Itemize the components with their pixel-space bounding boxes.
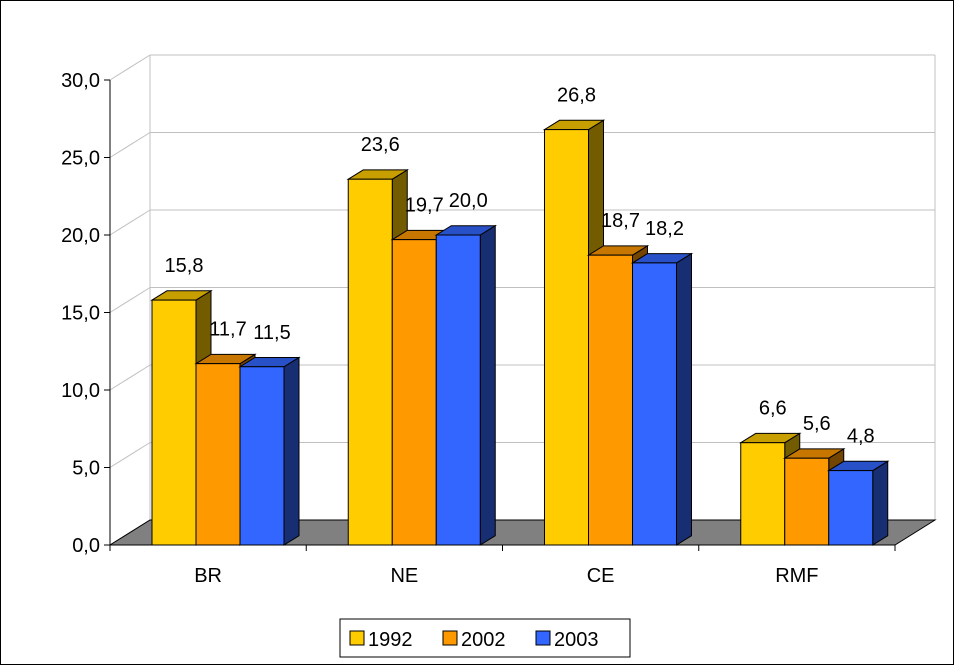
y-tick-label: 25,0	[61, 148, 100, 170]
bar-side	[479, 224, 496, 546]
bar	[238, 356, 301, 546]
bar	[630, 252, 694, 546]
bar-front	[391, 239, 437, 546]
gridline-side	[109, 364, 151, 391]
legend-swatch	[535, 630, 551, 646]
bar-front	[828, 470, 874, 546]
y-tick-label: 10,0	[61, 380, 100, 402]
data-label: 23,6	[361, 134, 400, 156]
bar-front	[588, 254, 633, 546]
x-tick-label: NE	[390, 565, 418, 587]
bar-side	[676, 252, 692, 546]
bar-side	[283, 356, 300, 546]
bar-front	[784, 457, 830, 546]
x-tick-label: BR	[194, 565, 222, 587]
legend-swatch	[442, 630, 458, 646]
y-tick-label: 20,0	[61, 225, 100, 247]
legend-swatch	[349, 630, 365, 646]
data-label: 18,7	[601, 210, 640, 232]
bar-front	[151, 299, 197, 546]
bar	[826, 460, 890, 546]
y-tick-label: 5,0	[72, 458, 100, 480]
bar-front	[632, 262, 677, 546]
y-tick-label: 15,0	[61, 303, 100, 325]
bar-front	[740, 442, 786, 546]
x-tick-label: CE	[587, 565, 615, 587]
bar	[542, 119, 606, 546]
x-tick-label: RMF	[775, 565, 818, 587]
data-label: 26,8	[557, 85, 596, 107]
data-label: 6,6	[759, 398, 787, 420]
legend-label: 2003	[554, 629, 599, 651]
bar-front	[195, 363, 241, 546]
bar	[434, 224, 498, 546]
gridline-side	[109, 287, 151, 313]
legend-box	[339, 618, 631, 658]
legend-label: 1992	[368, 629, 413, 651]
gridline-side	[109, 132, 151, 158]
gridline-side	[109, 54, 151, 81]
data-label: 15,8	[165, 255, 204, 277]
bar-side	[872, 460, 889, 546]
y-tick-label: 0,0	[72, 535, 100, 557]
legend-label: 2002	[461, 629, 506, 651]
y-tick-label: 30,0	[61, 70, 100, 92]
bar-front	[544, 129, 589, 546]
bar-front	[435, 234, 481, 546]
data-label: 4,8	[847, 426, 875, 448]
data-label: 5,6	[803, 413, 831, 435]
gridline-side	[109, 209, 151, 236]
bar-front	[347, 178, 393, 546]
gridline-side	[109, 442, 151, 468]
bar-front	[239, 366, 285, 546]
data-label: 11,5	[253, 322, 290, 344]
data-label: 11,7	[209, 319, 246, 341]
data-label: 20,0	[449, 190, 488, 212]
data-label: 18,2	[645, 218, 684, 240]
data-label: 19,7	[405, 195, 444, 217]
